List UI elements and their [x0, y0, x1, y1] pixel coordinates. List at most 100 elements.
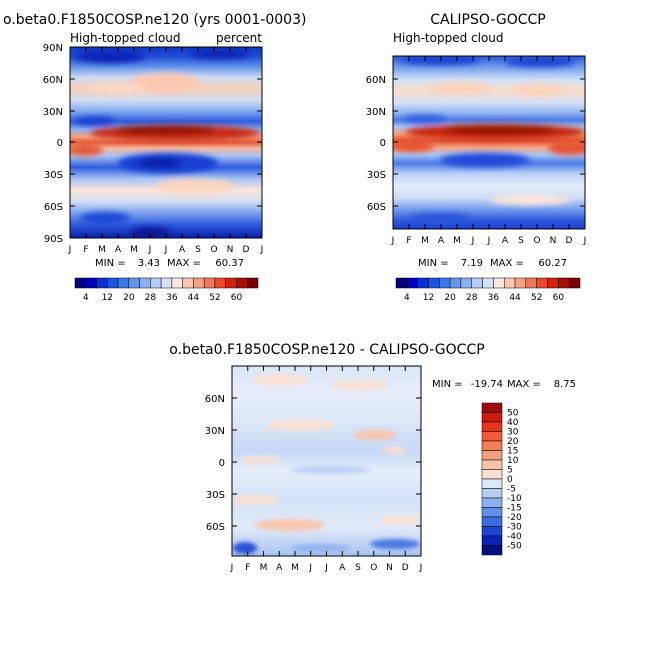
colorbar-swatch: [214, 277, 226, 289]
colorbar-label: 15: [507, 447, 518, 457]
colorbar-swatch: [107, 277, 119, 289]
colorbar-label: -20: [507, 513, 522, 523]
panel-diff-yaxis: 60N 30N 0 30S 60S: [205, 394, 421, 533]
ytick-label: 90S: [44, 234, 63, 245]
colorbar-swatch: [236, 277, 248, 289]
colorbar-label: -5: [507, 485, 516, 495]
ytick-label: 60N: [205, 394, 225, 405]
colorbar-swatch: [547, 277, 559, 289]
xtick-label: D: [243, 245, 250, 255]
colorbar-swatch: [481, 516, 503, 527]
panel-diff-field: [232, 366, 421, 556]
max-value: 8.75: [554, 379, 576, 390]
xtick-label: S: [355, 563, 361, 573]
xtick-label: N: [550, 236, 557, 246]
min-label: MIN =: [95, 258, 126, 269]
ytick-label: 30S: [44, 170, 63, 181]
colorbar-swatch: [481, 507, 503, 518]
xtick-label: M: [453, 236, 461, 246]
panel-diff-title: o.beta0.F1850COSP.ne120 - CALIPSO-GOCCP: [169, 342, 484, 358]
colorbar-label: 12: [102, 293, 113, 303]
colorbar-swatch: [481, 459, 503, 470]
colorbar-label: 0: [507, 475, 513, 485]
colorbar-swatch: [568, 277, 581, 289]
ytick-label: 0: [380, 138, 386, 149]
colorbar-swatch: [182, 277, 194, 289]
panel-obs-colorbar: 4 12 20 28 36 44 52 60: [395, 277, 581, 303]
colorbar-label: 50: [507, 409, 519, 419]
panel-model-field: [70, 47, 262, 238]
colorbar-swatch: [482, 277, 494, 289]
colorbar-swatch: [514, 277, 527, 289]
panel-model-subtitle: High-topped cloud: [70, 31, 181, 45]
colorbar-label: -15: [507, 504, 522, 514]
ytick-label: 30S: [206, 490, 225, 501]
colorbar-label: 44: [509, 293, 521, 303]
xtick-label: N: [386, 563, 393, 573]
xtick-label: A: [276, 563, 283, 573]
colorbar-swatch: [503, 277, 516, 289]
xtick-label: M: [291, 563, 299, 573]
panel-diff: o.beta0.F1850COSP.ne120 - CALIPSO-GOCCP: [169, 342, 576, 573]
xtick-label: J: [583, 236, 587, 246]
colorbar-label: 60: [553, 293, 565, 303]
colorbar-swatch: [85, 277, 97, 289]
panel-obs-title: CALIPSO-GOCCP: [430, 12, 545, 28]
colorbar-swatch: [481, 421, 503, 432]
colorbar-swatch: [481, 497, 503, 508]
xtick-label: J: [68, 245, 72, 255]
colorbar-label: 5: [507, 466, 513, 476]
colorbar-label: -40: [507, 532, 522, 542]
xtick-label: A: [502, 236, 509, 246]
xtick-label: S: [195, 245, 201, 255]
colorbar-label: 44: [188, 293, 200, 303]
panel-model: o.beta0.F1850COSP.ne120 (yrs 0001-0003) …: [3, 12, 306, 303]
colorbar-label: 52: [531, 293, 542, 303]
panel-model-yaxis: 90N 60N 30N 0 30S 60S 90S: [43, 43, 262, 245]
max-label: MAX =: [167, 258, 201, 269]
xtick-label: J: [471, 236, 475, 246]
xtick-label: D: [566, 236, 573, 246]
min-label: MIN =: [432, 379, 463, 390]
xtick-label: M: [421, 236, 429, 246]
ytick-label: 90N: [43, 43, 63, 54]
ytick-label: 30N: [43, 107, 63, 118]
colorbar-swatch: [160, 277, 173, 289]
colorbar-swatch: [460, 277, 473, 289]
panel-model-stats: MIN = 3.43 MAX = 60.37: [95, 258, 244, 269]
ytick-label: 60N: [366, 75, 386, 86]
panel-diff-stats: MIN = -19.74 MAX = 8.75: [432, 379, 576, 390]
min-value: 7.19: [461, 258, 483, 269]
xtick-label: O: [533, 236, 540, 246]
colorbar-swatch: [481, 488, 503, 499]
panel-obs: CALIPSO-GOCCP High-topped cloud 60N: [366, 12, 587, 303]
xtick-label: A: [179, 245, 186, 255]
colorbar-swatch: [139, 277, 151, 289]
colorbar-label: -10: [507, 494, 522, 504]
colorbar-label: 30: [507, 428, 519, 438]
colorbar-label: 20: [123, 293, 135, 303]
colorbar-label: 36: [488, 293, 500, 303]
colorbar-label: 28: [466, 293, 478, 303]
colorbar-swatch: [439, 277, 451, 289]
max-label: MAX =: [490, 258, 524, 269]
xtick-label: S: [518, 236, 524, 246]
colorbar-swatch: [481, 545, 503, 556]
colorbar-label: 10: [507, 456, 519, 466]
colorbar-swatch: [150, 277, 162, 289]
colorbar-swatch: [525, 277, 537, 289]
ytick-label: 60S: [206, 522, 225, 533]
min-value: -19.74: [471, 379, 503, 390]
colorbar-swatch: [225, 277, 237, 289]
xtick-label: A: [438, 236, 445, 246]
panel-model-colorbar: 4 12 20 28 36 44 52 60: [74, 277, 259, 303]
colorbar-swatch: [128, 277, 140, 289]
panel-obs-yaxis: 60N 30N 0 30S 60S: [366, 75, 585, 213]
xtick-label: F: [245, 563, 250, 573]
xtick-label: J: [230, 563, 234, 573]
colorbar-swatch: [406, 277, 418, 289]
max-label: MAX =: [507, 379, 541, 390]
